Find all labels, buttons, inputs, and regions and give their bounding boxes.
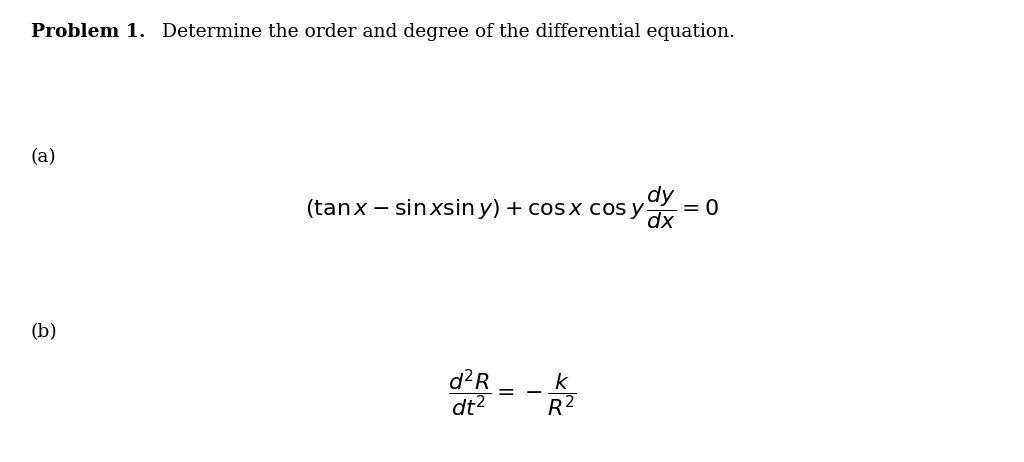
Text: (a): (a) [31, 148, 56, 166]
Text: Problem 1.: Problem 1. [31, 23, 145, 41]
Text: (b): (b) [31, 323, 57, 341]
Text: $(\tan x - \sin x \sin y) + \cos x \ \cos y \, \dfrac{dy}{dx} = 0$: $(\tan x - \sin x \sin y) + \cos x \ \co… [305, 184, 719, 231]
Text: Determine the order and degree of the differential equation.: Determine the order and degree of the di… [162, 23, 735, 41]
Text: $\dfrac{d^2 R}{dt^2} = -\dfrac{k}{R^2}$: $\dfrac{d^2 R}{dt^2} = -\dfrac{k}{R^2}$ [447, 367, 577, 419]
